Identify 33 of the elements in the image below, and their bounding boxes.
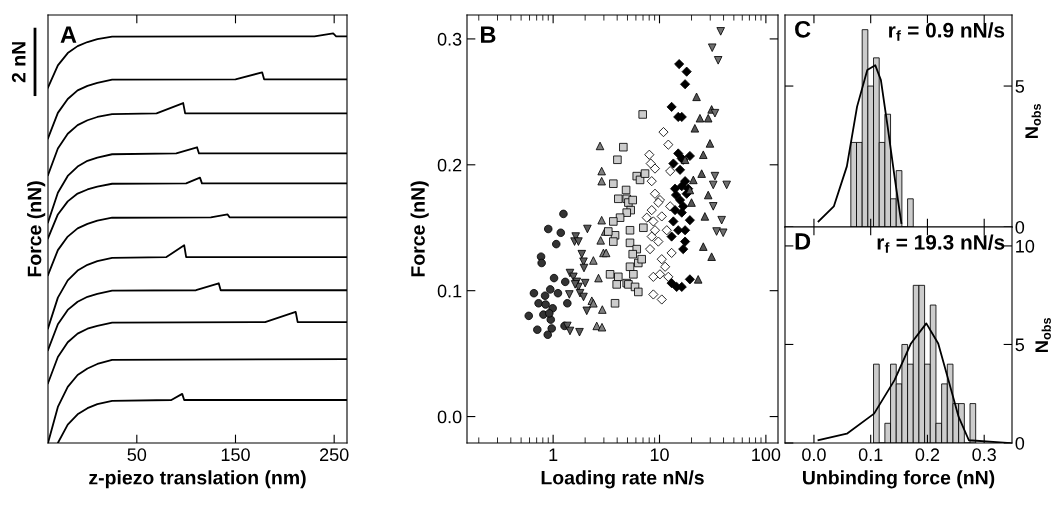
x-tick-label: 0.3 bbox=[972, 448, 996, 462]
y-tick-label: 0.3 bbox=[437, 32, 462, 46]
x-tick-label: 150 bbox=[221, 448, 250, 462]
y-axis-title: Force (nN) bbox=[27, 181, 46, 277]
x-tick-label: 250 bbox=[320, 448, 349, 462]
annotation: r$_{f}$ = 19.3 nN/s bbox=[877, 234, 1005, 253]
x-tick-label: 0.0 bbox=[802, 448, 826, 462]
annotation: A bbox=[60, 26, 77, 43]
x-axis-title: Loading rate nN/s bbox=[541, 470, 704, 489]
y-axis-title: Force (nN) bbox=[410, 181, 429, 277]
y-tick-label: 0 bbox=[1015, 436, 1025, 450]
x-tick-label: 50 bbox=[127, 448, 147, 462]
x-tick-label: 10 bbox=[650, 448, 669, 462]
annotation: C bbox=[795, 20, 811, 38]
x-tick-label: 0.2 bbox=[915, 448, 940, 462]
y-tick-label: 5 bbox=[1015, 338, 1025, 352]
y-axis-title: N$_{obs}$ bbox=[1025, 103, 1041, 138]
annotation: D bbox=[795, 233, 811, 250]
x-tick-label: 0.1 bbox=[858, 448, 883, 462]
x-axis-title: Unbinding force (nN) bbox=[803, 470, 995, 489]
annotation: r$_{f}$ = 0.9 nN/s bbox=[889, 22, 1005, 41]
x-tick-label: 100 bbox=[752, 448, 781, 462]
annotation: B bbox=[481, 26, 496, 43]
y-tick-label: 5 bbox=[1015, 80, 1025, 93]
x-tick-label: 1 bbox=[549, 448, 558, 461]
y-tick-label: 0.2 bbox=[437, 158, 462, 172]
y-tick-label: 0.0 bbox=[437, 410, 462, 424]
y-tick-label: 10 bbox=[1016, 239, 1035, 253]
text: 2 nN bbox=[11, 42, 26, 83]
x-axis-title: z-piezo translation (nm) bbox=[89, 470, 306, 489]
y-tick-label: 0.1 bbox=[437, 284, 462, 298]
y-axis-title: N$_{obs}$ bbox=[1035, 317, 1051, 352]
y-tick-label: 0 bbox=[1015, 220, 1025, 234]
